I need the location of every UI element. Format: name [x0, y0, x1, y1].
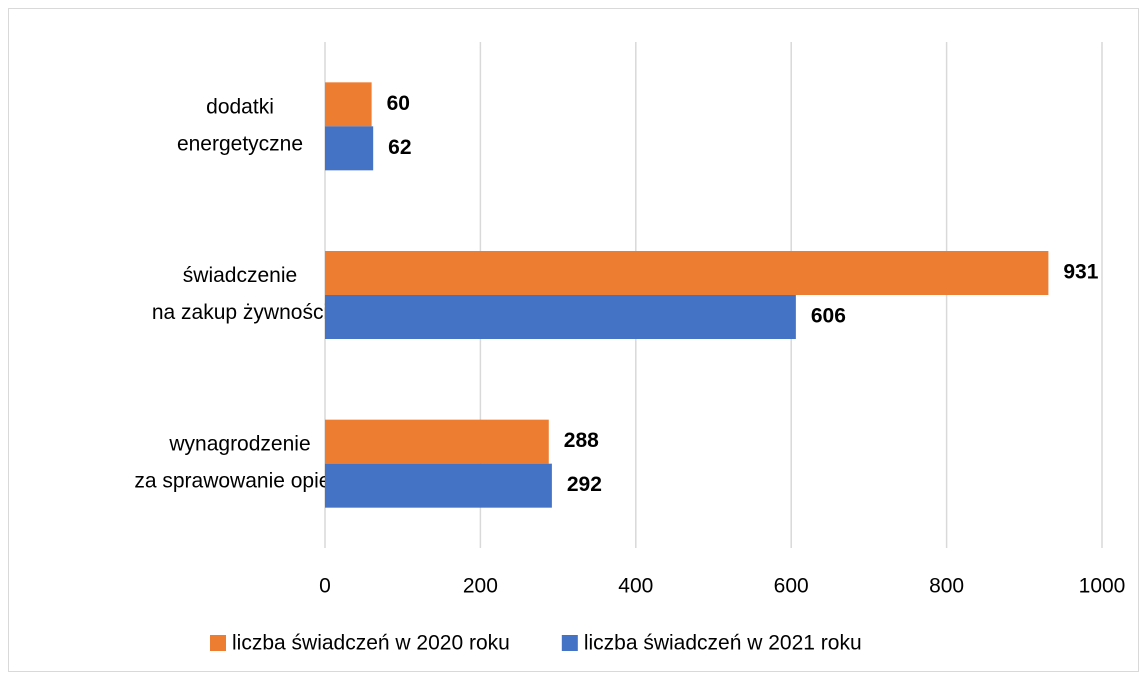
x-tick-label: 0: [319, 575, 331, 598]
bar: [325, 82, 372, 127]
y-tick-label: energetyczne: [177, 132, 303, 155]
data-label: 288: [564, 429, 599, 452]
x-tick-label: 800: [929, 575, 964, 598]
data-label: 62: [388, 136, 411, 159]
y-tick-label: dodatki: [206, 95, 274, 118]
data-label: 60: [387, 92, 410, 115]
y-tick-label: świadczenie: [183, 264, 297, 287]
x-tick-label: 1000: [1079, 575, 1126, 598]
bar: [325, 295, 796, 339]
legend-swatch: [561, 635, 578, 651]
data-label: 931: [1063, 261, 1098, 284]
x-tick-label: 600: [774, 575, 809, 598]
bar: [325, 419, 549, 464]
data-label: 292: [567, 473, 602, 496]
x-tick-label: 200: [463, 575, 498, 598]
y-tick-label: na zakup żywności: [152, 301, 328, 324]
chart-frame: [8, 8, 1139, 672]
bar: [325, 463, 552, 508]
y-tick-label: za sprawowanie opieki: [134, 470, 345, 493]
bar: [325, 251, 1049, 295]
legend-label: liczba świadczeń w 2020 roku: [232, 632, 510, 655]
x-tick-label: 400: [618, 575, 653, 598]
bar: [325, 126, 374, 171]
data-label: 606: [811, 305, 846, 328]
legend-swatch: [210, 635, 226, 651]
y-tick-label: wynagrodzenie: [168, 433, 310, 456]
legend-label: liczba świadczeń w 2021 roku: [584, 632, 862, 655]
